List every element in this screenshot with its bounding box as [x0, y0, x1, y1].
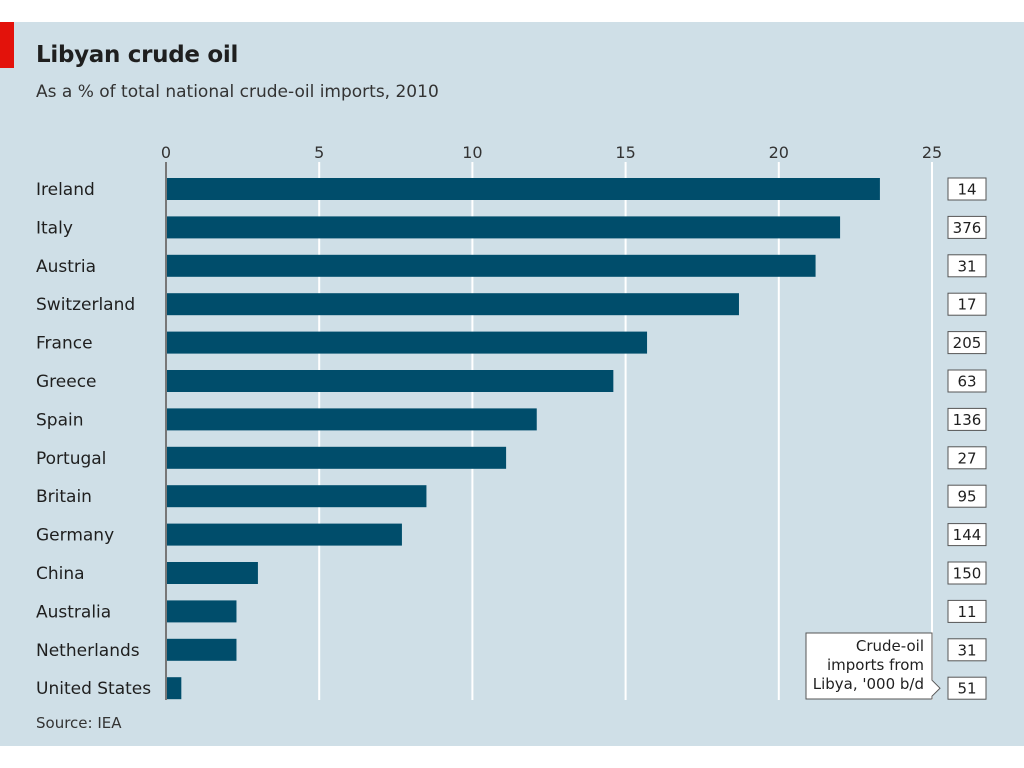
volume-value-france: 205 — [953, 334, 982, 352]
volume-value-spain: 136 — [953, 411, 982, 429]
category-labels: Ireland Italy Austria Switzerland France Gree… — [36, 180, 151, 699]
category-label-austria: Austria — [36, 257, 96, 277]
volume-value-united-states: 51 — [957, 680, 976, 698]
bar-australia — [167, 600, 237, 623]
category-label-netherlands: Netherlands — [36, 641, 140, 661]
volume-value-switzerland: 17 — [957, 296, 976, 314]
volume-value-britain: 95 — [957, 488, 976, 506]
volume-value-portugal: 27 — [957, 449, 976, 467]
source-note: Source: IEA — [36, 714, 122, 732]
tick-label-20: 20 — [769, 143, 789, 162]
category-label-switzerland: Switzerland — [36, 295, 135, 315]
category-label-ireland: Ireland — [36, 180, 95, 200]
chart-subtitle: As a % of total national crude-oil impor… — [36, 82, 439, 102]
category-label-greece: Greece — [36, 372, 97, 392]
tick-label-15: 15 — [615, 143, 635, 162]
chart-title: Libyan crude oil — [36, 42, 239, 68]
category-label-italy: Italy — [36, 218, 73, 238]
volume-box-britain — [947, 484, 987, 508]
volume-value-italy: 376 — [953, 219, 982, 237]
callout-box — [805, 632, 941, 700]
bar-portugal — [167, 446, 507, 469]
volume-box-netherlands — [947, 638, 987, 662]
volume-value-china: 150 — [953, 565, 982, 583]
volume-value-greece: 63 — [957, 373, 976, 391]
category-label-spain: Spain — [36, 410, 84, 430]
category-label-britain: Britain — [36, 487, 92, 507]
category-label-portugal: Portugal — [36, 449, 106, 469]
volume-box-germany — [947, 523, 987, 547]
volume-value-austria: 31 — [957, 257, 976, 275]
bar-netherlands — [167, 638, 237, 661]
volume-box-greece — [947, 369, 987, 393]
callout-line-0: Crude-oil — [856, 637, 924, 655]
bars — [167, 178, 880, 700]
bar-italy — [167, 216, 841, 239]
volume-box-austria — [947, 254, 987, 278]
volume-value-germany: 144 — [953, 526, 982, 544]
callout-line-1: imports from — [827, 656, 924, 674]
volume-box-portugal — [947, 446, 987, 470]
tick-label-10: 10 — [462, 143, 482, 162]
bar-ireland — [167, 178, 880, 200]
bar-china — [167, 562, 258, 584]
tick-label-5: 5 — [314, 143, 324, 162]
volume-box-switzerland — [947, 292, 987, 316]
volume-box-china — [947, 561, 987, 585]
bar-austria — [167, 254, 816, 277]
x-axis-ticks: 0 5 10 15 20 25 — [161, 143, 942, 162]
volume-box-united-states — [947, 676, 987, 700]
bar-spain — [167, 408, 537, 431]
bar-france — [167, 331, 648, 354]
category-label-australia: Australia — [36, 602, 111, 622]
tick-label-0: 0 — [161, 143, 171, 162]
category-label-united-states: United States — [36, 679, 151, 699]
category-label-china: China — [36, 564, 85, 584]
volume-box-ireland — [947, 177, 987, 201]
volume-value-ireland: 14 — [957, 181, 976, 199]
volume-box-france — [947, 331, 987, 355]
volume-value-australia: 11 — [957, 603, 976, 621]
volume-box-australia — [947, 599, 987, 623]
category-label-france: France — [36, 334, 93, 354]
category-label-germany: Germany — [36, 526, 114, 546]
import-volume-boxes: 14 376 31 17 205 63 136 27 95 144 150 11 31 51 — [947, 177, 987, 700]
bar-switzerland — [167, 293, 739, 316]
bar-united-states — [167, 677, 182, 700]
tick-label-25: 25 — [922, 143, 942, 162]
bar-greece — [167, 370, 614, 392]
gridlines — [165, 162, 933, 700]
brand-red-tab — [0, 22, 14, 68]
bar-germany — [167, 523, 402, 546]
bar-britain — [167, 485, 427, 508]
callout-line-2: Libya, '000 b/d — [813, 675, 924, 693]
volume-box-spain — [947, 407, 987, 431]
volume-value-netherlands: 31 — [957, 641, 976, 659]
volume-box-italy — [947, 215, 987, 239]
